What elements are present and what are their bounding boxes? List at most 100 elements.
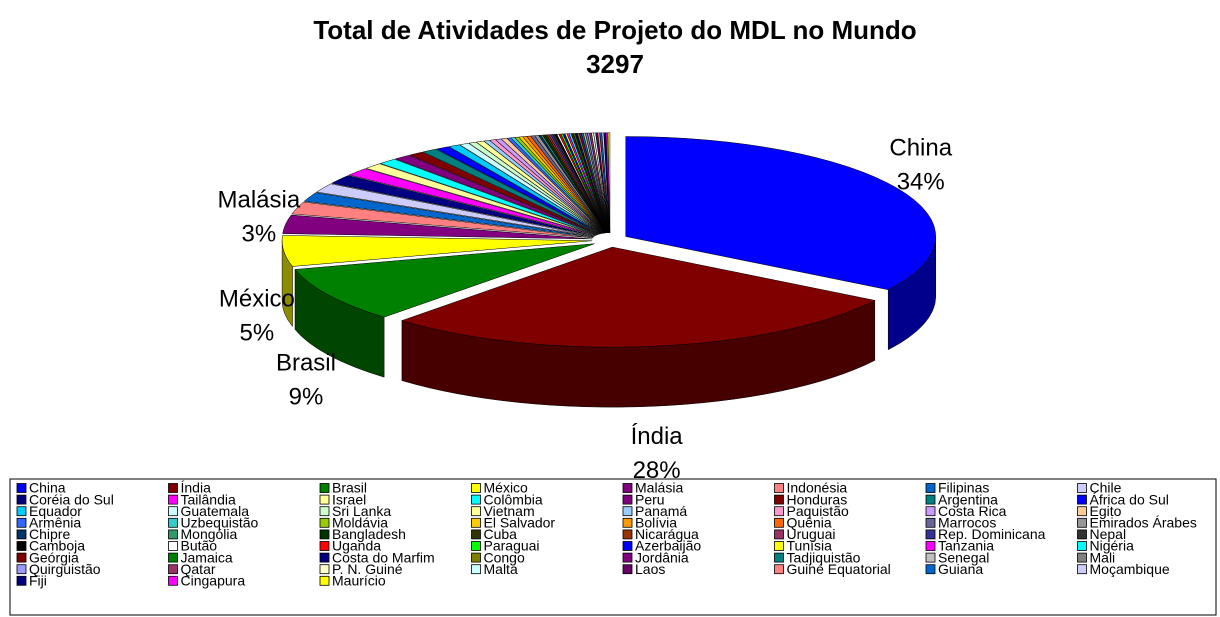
legend-label: Tunísia (787, 538, 833, 554)
legend-label: Panamá (635, 503, 687, 519)
legend-label: El Salvador (484, 515, 556, 531)
legend-label: Nepal (1090, 526, 1127, 542)
legend-swatch (925, 517, 936, 528)
legend-label: Costa Rica (938, 503, 1007, 519)
slice (422, 148, 601, 235)
legend-swatch (622, 494, 633, 505)
legend-label: Costa do Marfim (332, 549, 435, 565)
legend-label: Jamaica (181, 549, 233, 565)
legend-swatch (1077, 494, 1087, 505)
slice-tops (281, 132, 937, 348)
legend-label: Uzbequistão (181, 515, 259, 531)
legend-swatch (622, 517, 633, 528)
legend-swatch (774, 564, 784, 575)
legend-swatch (925, 529, 936, 540)
legend-label: Marrocos (938, 515, 996, 531)
legend-swatch (16, 552, 27, 563)
legend-swatch (622, 552, 633, 563)
legend-label: Guatemala (181, 503, 250, 519)
legend-label: Tanzania (938, 538, 994, 554)
data-label-name: México (219, 285, 295, 312)
legend-swatch (16, 494, 27, 505)
data-label: 9% (289, 383, 324, 410)
legend-label: Laos (635, 561, 665, 577)
legend-swatch (622, 541, 633, 551)
legend-label: Quirguistão (29, 561, 101, 577)
slice (315, 183, 595, 237)
legend-swatch (774, 552, 784, 563)
legend-label: Malásia (635, 480, 683, 496)
slice (475, 140, 604, 234)
legend-label: Egito (1090, 503, 1122, 519)
data-label: 28% (633, 457, 681, 484)
legend-label: Equador (29, 503, 82, 519)
legend-swatch (168, 575, 178, 586)
legend-swatch (774, 541, 784, 551)
legend-label: Índia (181, 480, 212, 496)
legend-label: Armênia (29, 515, 81, 531)
legend-swatch (471, 552, 481, 563)
legend-label: China (29, 480, 66, 496)
legend-swatch (471, 529, 481, 540)
legend-swatch (168, 517, 178, 528)
slice (303, 192, 594, 238)
legend-swatch (1077, 564, 1087, 575)
legend-label: Quênia (787, 515, 832, 531)
legend-label: Moçambique (1090, 561, 1170, 577)
legend-label: P. N. Guiné (332, 561, 403, 577)
legend-swatch (16, 529, 27, 540)
legend-label: Mali (1090, 549, 1116, 565)
legend-label: Chile (1090, 480, 1122, 496)
legend-label: Bolívia (635, 515, 677, 531)
slice (348, 168, 597, 236)
legend-swatch (168, 552, 178, 563)
slice-sides (281, 236, 937, 408)
legend-label: Israel (332, 491, 366, 507)
legend-swatch (774, 506, 784, 517)
data-label-name: Malásia (217, 187, 300, 214)
legend-swatch (471, 517, 481, 528)
legend-swatch (622, 564, 633, 575)
legend-swatch (471, 541, 481, 551)
legend-label: Indonésia (787, 480, 848, 496)
chart-subtitle: 3297 (586, 49, 644, 79)
slice (281, 235, 593, 267)
legend-label: Butão (181, 538, 218, 554)
slice (625, 136, 937, 291)
legend-label: Vietnam (484, 503, 535, 519)
legend-swatch (319, 529, 330, 540)
legend-swatch (925, 564, 936, 575)
slice (448, 144, 602, 234)
legend-label: Maurício (332, 573, 386, 589)
legend-swatch (319, 517, 330, 528)
slice (394, 155, 599, 235)
legend-label: Azerbaijão (635, 538, 701, 554)
legend-swatch (471, 506, 481, 517)
slice (365, 163, 598, 236)
slice (494, 138, 605, 234)
legend-label: Guiné Equatorial (787, 561, 891, 577)
legend-label: Nicarágua (635, 526, 699, 542)
legend-swatch (1077, 529, 1087, 540)
legend-label: Tadjiquistão (787, 549, 861, 565)
legend-label: Moldávia (332, 515, 388, 531)
legend-swatch (319, 494, 330, 505)
data-label: 3% (242, 221, 277, 248)
legend-swatch (16, 483, 27, 493)
legend-label: Mongólia (181, 526, 238, 542)
legend-label: Coréia do Sul (29, 491, 114, 507)
legend-box (9, 478, 1217, 616)
data-label: 5% (240, 319, 275, 346)
legend-swatch (16, 541, 27, 551)
legend-swatch (774, 529, 784, 540)
legend-label: Chipre (29, 526, 70, 542)
legend-swatch (319, 541, 330, 551)
legend-label: Cuba (484, 526, 518, 542)
legend-label: México (484, 480, 529, 496)
legend-swatch (925, 541, 936, 551)
legend-swatch (16, 517, 27, 528)
slice (294, 243, 595, 318)
legend-label: Malta (484, 561, 518, 577)
legend-swatch (774, 494, 784, 505)
